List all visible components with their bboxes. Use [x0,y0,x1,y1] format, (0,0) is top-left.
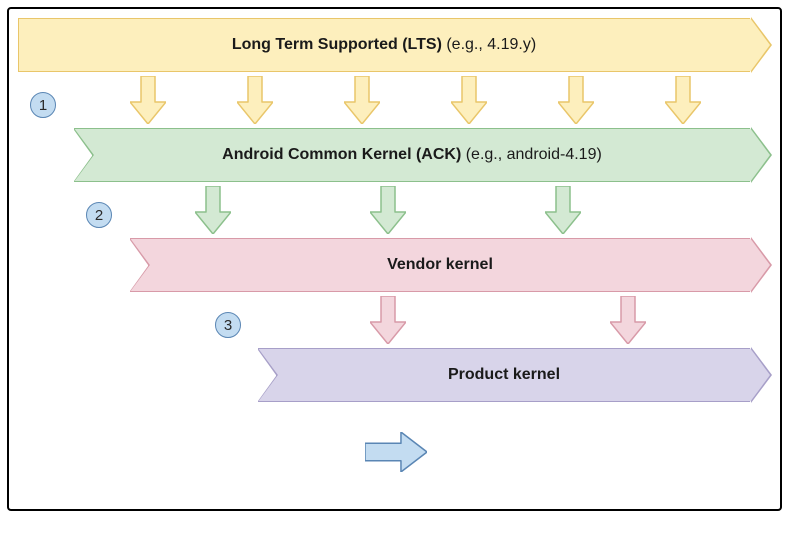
diagram-canvas: Long Term Supported (LTS) (e.g., 4.19.y)… [0,0,789,541]
down-arrow-icon [237,76,273,124]
product-label: Product kernel [448,366,560,384]
down-arrow-icon [451,76,487,124]
down-arrow-icon [370,296,406,344]
ack-label: Android Common Kernel (ACK) (e.g., andro… [222,146,602,164]
vendor-banner: Vendor kernel [130,238,750,292]
down-arrow-icon [558,76,594,124]
step-badge-3: 3 [215,312,241,338]
lts-label: Long Term Supported (LTS) (e.g., 4.19.y) [232,36,536,54]
down-arrow-icon [195,186,231,234]
down-arrow-icon [545,186,581,234]
down-arrow-icon [344,76,380,124]
down-arrow-icon [370,186,406,234]
down-arrow-icon [610,296,646,344]
ack-banner: Android Common Kernel (ACK) (e.g., andro… [74,128,750,182]
down-arrow-icon [665,76,701,124]
time-arrow-icon [365,432,427,472]
step-badge-2: 2 [86,202,112,228]
lts-banner: Long Term Supported (LTS) (e.g., 4.19.y) [18,18,750,72]
down-arrow-icon [130,76,166,124]
step-badge-1: 1 [30,92,56,118]
vendor-label: Vendor kernel [387,256,493,274]
product-banner: Product kernel [258,348,750,402]
